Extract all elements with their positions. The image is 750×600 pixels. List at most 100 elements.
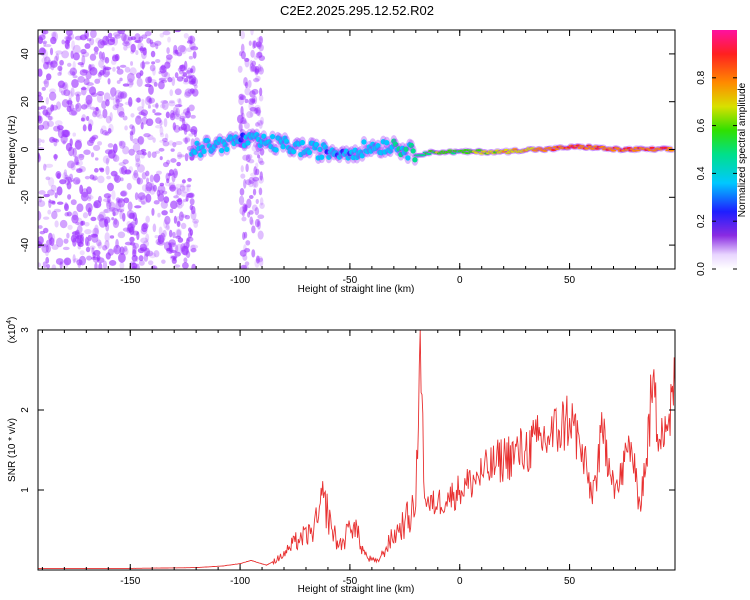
spectrogram-noise-point [145, 118, 154, 127]
spectrogram-ridge-point [359, 153, 365, 159]
spectrogram-noise-point [64, 202, 68, 210]
spectrogram-noise-point [130, 113, 135, 118]
spectrogram-ridge-point [204, 137, 211, 144]
spectrogram-noise-point [43, 193, 50, 198]
spectrogram-noise-point [103, 66, 112, 71]
spectrogram-noise-point [102, 260, 108, 269]
spectrogram-noise-point [140, 237, 149, 244]
spectrogram-noise-point [247, 154, 253, 160]
spectrogram-noise-point [90, 30, 97, 39]
spectrogram-noise-point [72, 254, 76, 264]
spectrogram-noise-point [122, 115, 128, 121]
spectrogram-noise-point [154, 40, 162, 46]
spectrogram-noise-point [145, 215, 150, 223]
spectrogram-noise-point [190, 114, 196, 119]
spectrogram-noise-point [61, 50, 70, 59]
spectrogram-noise-point [52, 31, 58, 42]
spectrogram-noise-point [240, 165, 244, 173]
spectrogram-noise-point [237, 65, 243, 73]
spectrogram-noise-point [105, 43, 112, 47]
spectrogram-noise-point [84, 222, 90, 227]
spectrogram-noise-point [171, 172, 176, 183]
spectrogram-noise-point [176, 98, 181, 103]
spectrogram-ridge-point [533, 149, 539, 152]
spectrogram-noise-point [239, 95, 247, 101]
spectrogram-noise-point [80, 104, 88, 110]
spectrogram-noise-point [90, 233, 98, 238]
spectrogram-noise-point [124, 66, 131, 73]
spectrogram-noise-point [150, 50, 156, 58]
spectrogram-noise-point [86, 103, 90, 107]
spectrogram-noise-point [82, 69, 89, 74]
spectrogram-noise-point [45, 244, 51, 253]
spectrogram-noise-point [94, 262, 98, 269]
y-tick-label: 1 [20, 487, 31, 493]
spectrogram-noise-point [134, 205, 142, 209]
spectrogram-noise-point [104, 71, 111, 76]
spectrogram-noise-point [190, 138, 195, 148]
spectrogram-noise-point [174, 251, 181, 257]
spectrogram-noise-point [189, 198, 195, 206]
spectrogram-noise-point [112, 66, 116, 72]
spectrogram-noise-point [76, 217, 83, 227]
spectrogram-noise-point [112, 211, 116, 217]
spectrogram-noise-point [42, 40, 48, 45]
spectrogram-noise-point [148, 260, 154, 266]
spectrogram-noise-point [127, 223, 134, 233]
spectrogram-noise-point [103, 208, 109, 213]
spectrogram-noise-point [63, 257, 72, 266]
spectrogram-noise-point [169, 112, 176, 121]
snr-multiplier: (x104) [6, 317, 18, 344]
spectrogram-noise-point [245, 163, 249, 173]
spectrogram-noise-point [155, 238, 162, 245]
spectrogram-noise-point [45, 250, 49, 257]
spectrogram-noise-point [255, 52, 263, 59]
spectrogram-noise-point [96, 90, 105, 96]
snr-multiplier-base: (x10 [7, 323, 18, 343]
spectrogram-noise-point [186, 67, 193, 76]
spectrogram-noise-point [180, 214, 188, 218]
spectrogram-noise-point [160, 64, 166, 71]
spectrogram-noise-point [243, 178, 247, 189]
spectrogram-panel: -150 -100 -50 0 50 -40 -20 0 20 40 Height of str… [7, 29, 676, 295]
spectrogram-noise-point [126, 220, 132, 228]
spectrogram-noise-point [250, 65, 257, 72]
spectrogram-noise-point [105, 99, 110, 107]
spectrogram-noise-point [85, 94, 93, 105]
spectrogram-noise-point [93, 144, 101, 152]
spectrogram-ridge-point [197, 152, 204, 158]
spectrogram-noise-point [115, 197, 121, 203]
spectrogram-noise-point [257, 111, 261, 117]
svg-text:(x104): (x104) [6, 317, 18, 344]
spectrogram-noise-point [123, 34, 130, 45]
spectrogram-noise-point [51, 31, 57, 39]
spectrogram-noise-point [147, 104, 151, 109]
spectrogram-noise-point [244, 98, 249, 104]
spectrogram-noise-point [114, 89, 122, 100]
spectrogram-noise-point [259, 197, 264, 206]
spectrogram-noise-point [89, 37, 95, 46]
spectrogram-noise-point [98, 72, 102, 81]
spectrogram-noise-point [259, 65, 263, 72]
spectrogram-noise-point [80, 87, 87, 91]
spectrogram-noise-point [191, 88, 199, 97]
spectrogram-noise-point [179, 45, 187, 55]
spectrogram-noise-point [56, 186, 63, 196]
spectrogram-noise-point [79, 250, 85, 256]
spectrogram-noise-point [55, 237, 64, 248]
colorbar: 0.0 0.2 0.4 0.6 0.8 Normalized spectral ampl… [696, 30, 748, 276]
spectrogram-noise-point [41, 30, 49, 35]
spectrogram-noise-point [55, 53, 60, 62]
spectrogram-noise-point [164, 181, 171, 187]
spectrogram-noise-point [184, 153, 189, 162]
spectrogram-noise-point [117, 30, 126, 35]
spectrogram-ridge-point [450, 152, 457, 155]
spectrogram-noise-point [156, 170, 162, 175]
spectrogram-noise-point [174, 104, 183, 108]
spectrogram-noise-point [159, 125, 164, 136]
spectrogram-noise-point [75, 179, 80, 185]
spectrogram-noise-point [143, 113, 147, 118]
spectrogram-noise-point [181, 245, 189, 256]
spectrogram-noise-point [89, 106, 96, 110]
spectrogram-noise-point [83, 149, 91, 155]
